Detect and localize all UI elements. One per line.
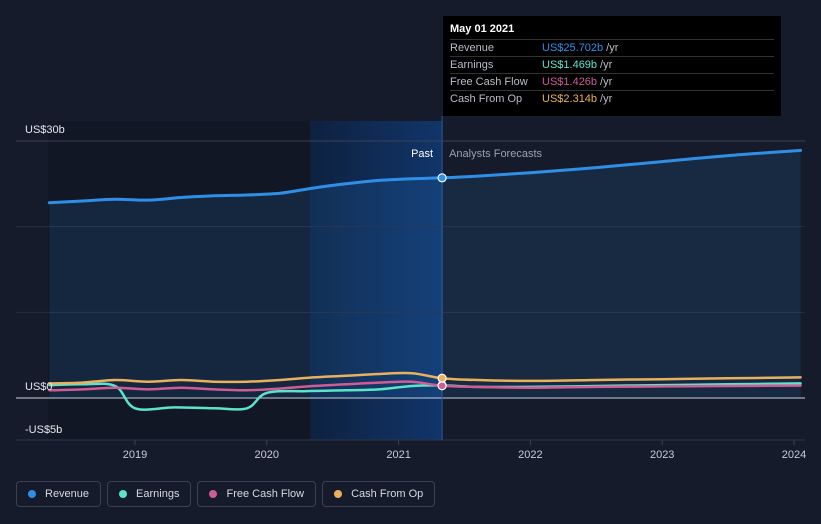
x-tick-label: 2020	[255, 449, 279, 461]
legend-label: Earnings	[136, 488, 180, 500]
x-tick-label: 2022	[518, 449, 542, 461]
free-cash-flow-line	[48, 380, 802, 392]
legend-dot-icon	[209, 490, 218, 498]
free-cash-flow-point	[437, 381, 447, 391]
tooltip-row-unit: /yr	[600, 93, 613, 105]
tooltip-row-label: Earnings	[450, 59, 494, 71]
legend-dot-icon	[28, 490, 36, 498]
tooltip: May 01 2021 Revenue US$25.702b/yr Earnings…	[443, 16, 781, 116]
forecast-label: Analysts Forecasts	[449, 148, 542, 160]
legend-label: Revenue	[45, 488, 90, 500]
legend-dot-icon	[334, 490, 343, 498]
tooltip-row-label: Cash From Op	[450, 93, 523, 105]
tooltip-row-value: US$2.314b	[542, 93, 598, 105]
y-axis-bottom-label: -US$5b	[25, 424, 62, 436]
tooltip-row-revenue: Revenue US$25.702b/yr	[450, 39, 774, 56]
tooltip-row-unit: /yr	[600, 76, 613, 88]
x-tick-label: 2024	[782, 449, 806, 461]
legend-item-free-cash-flow[interactable]: Free Cash Flow	[197, 481, 317, 507]
tooltip-row-free-cash-flow: Free Cash Flow US$1.426b/yr	[450, 73, 774, 90]
gridlines	[16, 116, 805, 441]
legend-label: Cash From Op	[351, 488, 424, 500]
x-tick-label: 2021	[386, 449, 410, 461]
tooltip-row-unit: /yr	[606, 42, 619, 54]
tooltip-row-value: US$1.426b	[542, 76, 598, 88]
tooltip-rows: Revenue US$25.702b/yr Earnings US$1.469b/yr…	[450, 39, 774, 107]
revenue-area-fill	[49, 150, 801, 398]
revenue-area	[49, 150, 801, 398]
tooltip-row-earnings: Earnings US$1.469b/yr	[450, 56, 774, 73]
revenue-line	[47, 148, 803, 205]
hover-markers	[437, 173, 447, 391]
series-lines	[47, 148, 803, 411]
cash-from-op-line	[48, 371, 802, 385]
legend-item-earnings[interactable]: Earnings	[107, 481, 192, 507]
cash-from-op-point	[437, 373, 447, 383]
tooltip-date: May 01 2021	[450, 23, 515, 35]
x-tick-label: 2019	[123, 449, 147, 461]
tooltip-row-label: Revenue	[450, 42, 495, 54]
y-axis-top-label: US$30b	[25, 124, 65, 136]
revenue-point	[437, 173, 447, 183]
tooltip-row-unit: /yr	[600, 59, 613, 71]
tooltip-row-value: US$1.469b	[542, 59, 598, 71]
tooltip-row-value: US$25.702b	[542, 42, 604, 54]
legend-item-revenue[interactable]: Revenue	[16, 481, 102, 507]
legend-dot-icon	[119, 490, 128, 498]
legend-label: Free Cash Flow	[226, 488, 305, 500]
tooltip-row-cash-from-op: Cash From Op US$2.314b/yr	[450, 90, 774, 107]
legend: Revenue Earnings Free Cash Flow Cash From O…	[16, 481, 436, 507]
past-label: Past	[411, 148, 433, 160]
y-axis-zero-label: US$0	[25, 381, 53, 393]
x-tick-label: 2023	[650, 449, 674, 461]
axis-labels: US$30b US$0 -US$5b Past Analysts Forecasts 20…	[25, 124, 806, 461]
tooltip-row-label: Free Cash Flow	[450, 76, 528, 88]
legend-item-cash-from-op[interactable]: Cash From Op	[322, 481, 436, 507]
